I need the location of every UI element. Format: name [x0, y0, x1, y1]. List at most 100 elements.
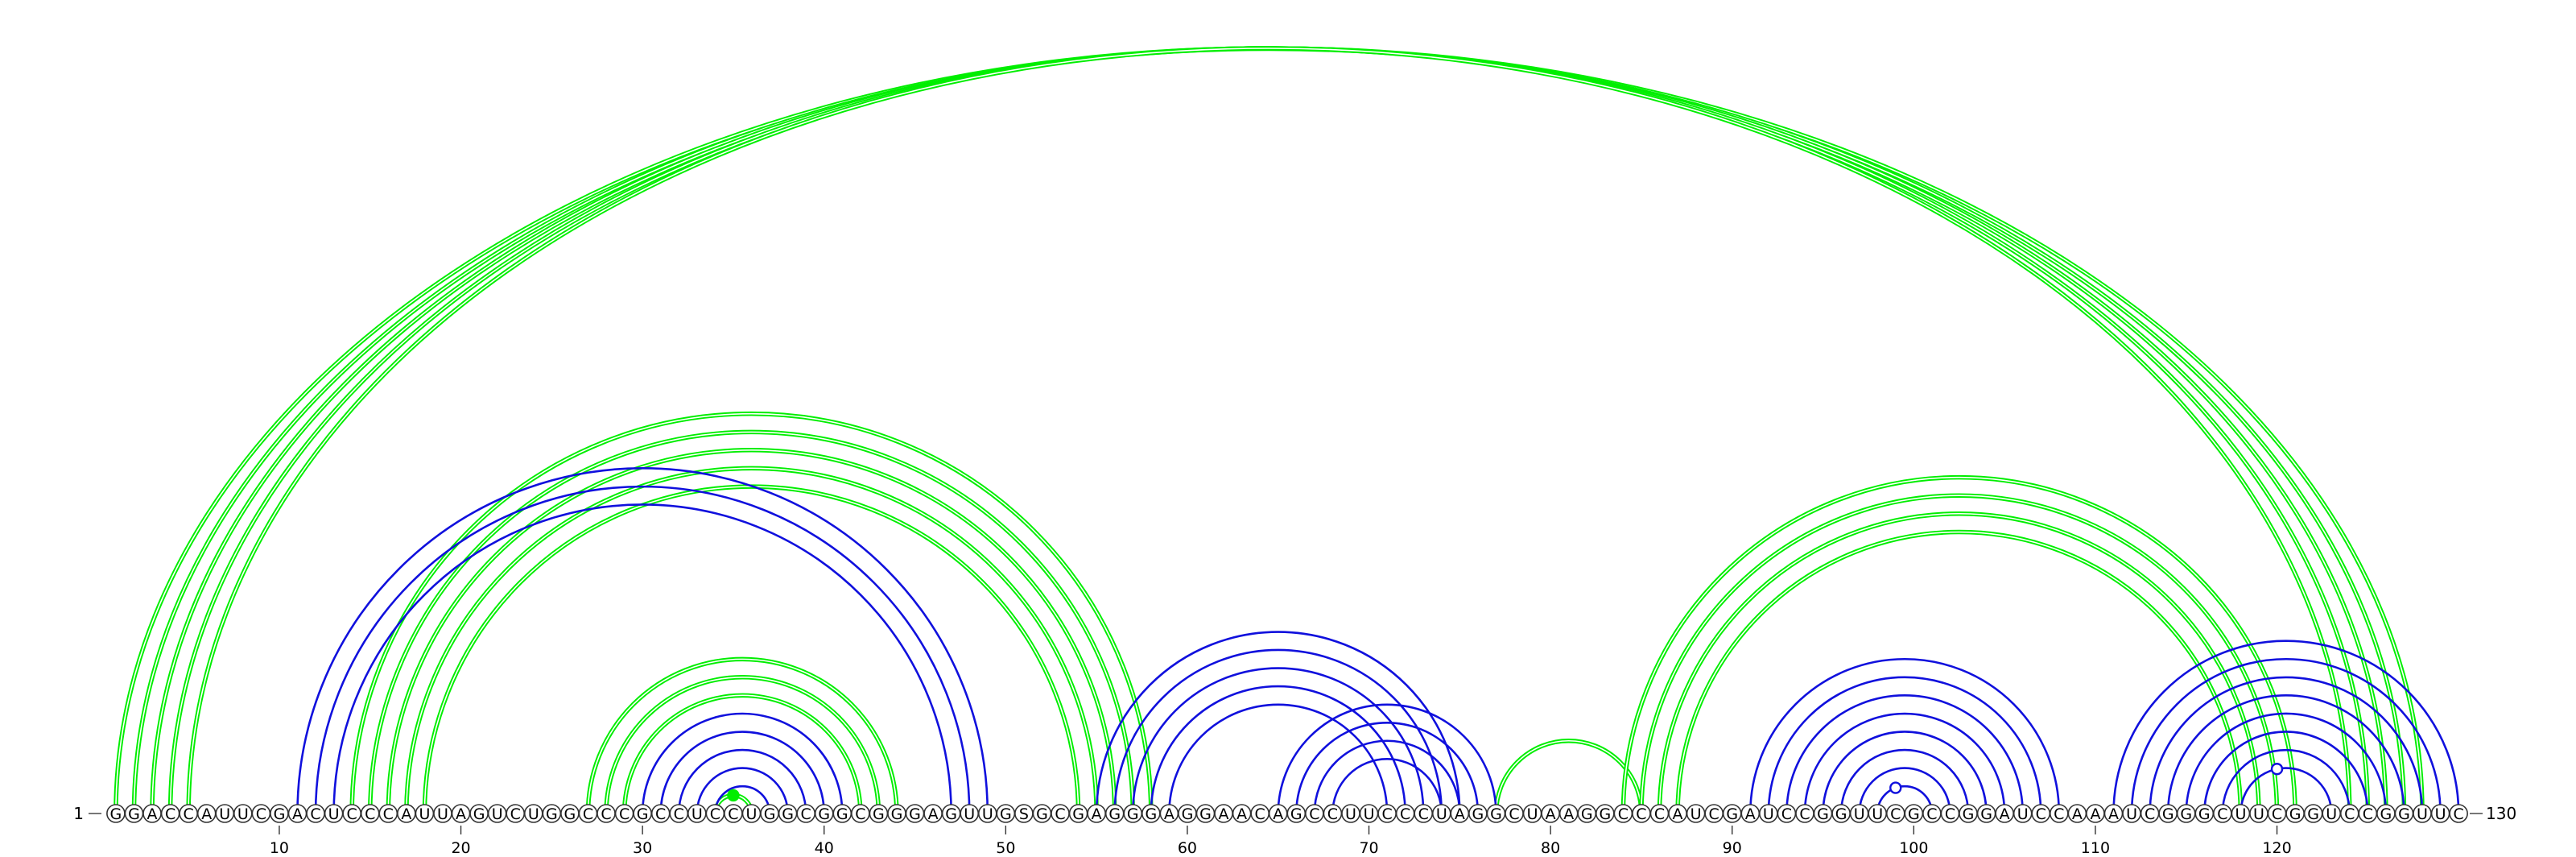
nucleotide: C [360, 804, 380, 823]
nucleotide-letter: C [1618, 805, 1629, 823]
nucleotide-letter: A [1273, 805, 1283, 823]
nucleotide: C [160, 804, 180, 823]
green-arc-core-29-42 [623, 694, 861, 814]
nucleotide: A [2067, 804, 2087, 823]
nucleotide: A [451, 804, 471, 823]
nucleotide: C [378, 804, 398, 823]
nucleotide-letter: C [1327, 805, 1338, 823]
nucleotide-letter: C [583, 805, 593, 823]
nucleotide-letter: A [2072, 805, 2083, 823]
nucleotide-letter: U [1854, 805, 1865, 823]
nucleotide: G [814, 804, 834, 823]
nucleotide: G [633, 804, 652, 823]
nucleotide-letter: U [419, 805, 430, 823]
nucleotide-letter: C [1055, 805, 1065, 823]
nucleotide: U [977, 804, 997, 823]
nucleotide-letter: G [945, 805, 957, 823]
nucleotide-letter: C [619, 805, 630, 823]
nucleotide: U [433, 804, 452, 823]
nucleotide: C [669, 804, 689, 823]
green-arc-core-1-128 [115, 48, 2423, 814]
nucleotide-letter: U [1364, 805, 1375, 823]
nucleotide: U [2413, 804, 2432, 823]
nucleotide: G [2158, 804, 2178, 823]
nucleotide-letter: C [1799, 805, 1810, 823]
nucleotide-letter: U [1527, 805, 1538, 823]
tick-label-20: 20 [451, 839, 470, 857]
green-arc-core-2-127 [133, 48, 2405, 814]
nucleotide: G [1596, 804, 1615, 823]
green-arc-4-125 [167, 46, 2371, 814]
nucleotide: G [2394, 804, 2414, 823]
nucleotide: G [1976, 804, 1996, 823]
nucleotide: C [179, 804, 198, 823]
nucleotide: A [1450, 804, 1470, 823]
nucleotide: C [2031, 804, 2051, 823]
green-arc-2-127 [131, 46, 2407, 814]
nucleotide-letter: A [147, 805, 158, 823]
nucleotide-letter: C [710, 805, 720, 823]
nucleotide: A [2103, 804, 2124, 823]
nucleotide: G [2194, 804, 2215, 823]
nucleotide: U [687, 804, 707, 823]
green-arc-86-119 [1657, 511, 2261, 814]
nucleotide: C [1795, 804, 1814, 823]
blue-arc-98-101 [1876, 785, 1934, 814]
nucleotide-letter: C [1781, 805, 1792, 823]
nucleotide-letter: G [1963, 805, 1975, 823]
nucleotide: C [614, 804, 634, 823]
end-label: 130 [2486, 804, 2516, 823]
nucleotide-letter: G [2380, 805, 2392, 823]
green-arc-18-54 [422, 484, 1081, 814]
nucleotide: U [2249, 804, 2268, 823]
nucleotide-letter: G [1472, 805, 1484, 823]
nucleotide-letter: A [2108, 805, 2119, 823]
nucleotide: U [2013, 804, 2033, 823]
nucleotide: A [1214, 804, 1233, 823]
nucleotide-letter: C [2272, 805, 2282, 823]
nucleotide-letter: U [2417, 805, 2428, 823]
nucleotide-letter: G [1980, 805, 1992, 823]
nucleotide-letter: G [891, 805, 903, 823]
nucleotide: C [1323, 804, 1343, 823]
nucleotide-letter: U [746, 805, 758, 823]
nucleotide: C [724, 804, 743, 823]
nucleotide-letter: G [1490, 805, 1502, 823]
nucleotide-letter: G [1599, 805, 1611, 823]
nucleotide-letter: U [982, 805, 993, 823]
blue-arc-95-104 [1822, 731, 1988, 814]
nucleotide-letter: U [2253, 805, 2264, 823]
nucleotide-circle [2449, 804, 2468, 823]
nucleotide: A [1541, 804, 1560, 823]
nucleotide: C [2267, 804, 2287, 823]
nucleotide: A [397, 804, 416, 823]
blue-arc-12-48 [314, 485, 971, 814]
nucleotide-letter: U [328, 805, 340, 823]
blue-arc-111-130 [2112, 640, 2460, 814]
nucleotide: G [469, 804, 489, 823]
tick-label-110: 110 [2081, 839, 2110, 857]
blue-arc-58-72 [1150, 685, 1406, 814]
nucleotide-letter: C [674, 805, 684, 823]
nucleotide: C [597, 804, 616, 823]
nucleotide-letter: A [1673, 805, 1683, 823]
nucleotide: U [523, 804, 543, 823]
nucleotide: C [2050, 804, 2069, 823]
nucleotide: U [415, 804, 435, 823]
nucleotide: C [650, 804, 671, 823]
nucleotide: G [887, 804, 906, 823]
nucleotide-letter: U [2235, 805, 2246, 823]
tick-label-120: 120 [2262, 839, 2291, 857]
nucleotide-letter: C [347, 805, 357, 823]
nucleotide: U [215, 804, 235, 823]
start-label: 1 [73, 804, 84, 823]
nucleotide: G [996, 804, 1016, 823]
nucleotide-letter: G [2398, 805, 2410, 823]
nucleotide-letter: C [728, 805, 738, 823]
nucleotide-letter: C [165, 805, 175, 823]
nucleotide-letter: C [1400, 805, 1410, 823]
nucleotide-letter: C [2145, 805, 2155, 823]
tick-label-30: 30 [633, 839, 652, 857]
nucleotide: G [1104, 804, 1125, 823]
nucleotide-letter: C [1509, 805, 1519, 823]
